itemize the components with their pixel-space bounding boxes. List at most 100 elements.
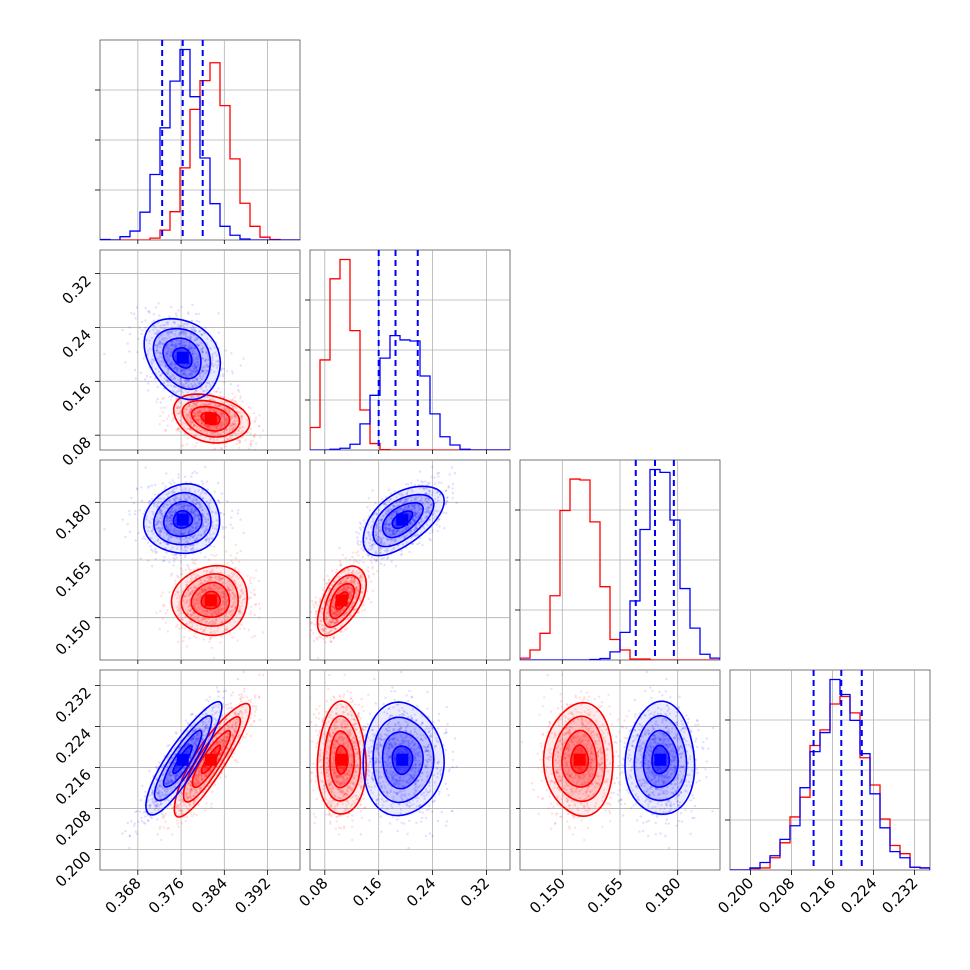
sample-point bbox=[213, 447, 217, 450]
sample-point bbox=[133, 368, 137, 372]
sample-point bbox=[187, 427, 190, 430]
sample-point bbox=[221, 592, 224, 595]
sample-point bbox=[156, 505, 160, 508]
sample-point bbox=[427, 507, 430, 510]
sample-point bbox=[347, 571, 350, 574]
sample-point bbox=[191, 511, 195, 514]
sample-point bbox=[165, 378, 168, 381]
sample-point bbox=[194, 513, 197, 516]
sample-point bbox=[338, 609, 342, 612]
sample-point bbox=[218, 576, 221, 580]
sample-point bbox=[202, 608, 205, 612]
sample-point bbox=[187, 384, 190, 387]
sample-point bbox=[150, 548, 153, 551]
sample-point bbox=[335, 609, 339, 613]
sample-point bbox=[220, 418, 224, 421]
sample-point bbox=[200, 348, 203, 351]
sample-point bbox=[166, 358, 169, 362]
sample-point bbox=[193, 402, 197, 406]
sample-point bbox=[209, 571, 212, 574]
sample-point bbox=[333, 596, 336, 599]
sample-point bbox=[325, 583, 329, 586]
sample-point bbox=[213, 426, 217, 429]
sample-point bbox=[392, 511, 396, 514]
sample-point bbox=[202, 629, 205, 632]
sample-point bbox=[212, 409, 215, 413]
sample-point bbox=[206, 355, 210, 359]
sample-point bbox=[379, 562, 383, 565]
sample-point bbox=[211, 520, 214, 524]
sample-point bbox=[189, 544, 192, 547]
sample-point bbox=[197, 515, 200, 519]
sample-point bbox=[336, 618, 339, 622]
sample-point bbox=[187, 609, 190, 612]
sample-point bbox=[141, 537, 144, 540]
sample-point bbox=[328, 600, 331, 603]
sample-point bbox=[246, 574, 249, 578]
sample-point bbox=[194, 415, 198, 419]
sample-point bbox=[186, 416, 189, 419]
sample-point bbox=[160, 500, 164, 504]
sample-point bbox=[204, 371, 208, 374]
sample-point bbox=[192, 327, 196, 330]
sample-point bbox=[329, 620, 332, 624]
sample-point bbox=[190, 347, 193, 351]
sample-point bbox=[240, 430, 244, 433]
sample-point bbox=[368, 576, 371, 579]
sample-point bbox=[347, 609, 351, 612]
sample-point bbox=[188, 497, 192, 501]
sample-point bbox=[177, 532, 181, 535]
sample-point bbox=[204, 589, 208, 592]
sample-point bbox=[241, 599, 245, 602]
sample-point bbox=[163, 559, 166, 562]
sample-point bbox=[191, 590, 194, 593]
sample-point bbox=[213, 622, 216, 625]
sample-point bbox=[128, 326, 131, 329]
sample-point bbox=[335, 571, 338, 574]
sample-point bbox=[205, 395, 208, 398]
sample-point bbox=[194, 607, 197, 610]
sample-point bbox=[339, 630, 342, 634]
sample-point bbox=[241, 400, 244, 403]
sample-point bbox=[354, 587, 357, 591]
sample-point bbox=[318, 597, 322, 600]
sample-point bbox=[160, 520, 163, 524]
sample-point bbox=[400, 531, 403, 535]
sample-point bbox=[334, 627, 337, 631]
sample-point bbox=[340, 609, 343, 612]
sample-point bbox=[183, 341, 186, 344]
sample-point bbox=[207, 540, 211, 544]
sample-point bbox=[158, 343, 162, 346]
sample-point bbox=[346, 577, 349, 580]
sample-point bbox=[216, 359, 220, 363]
sample-point bbox=[194, 336, 198, 339]
sample-point bbox=[224, 428, 227, 431]
sample-point bbox=[204, 621, 207, 624]
sample-point bbox=[161, 523, 164, 526]
sample-point bbox=[310, 629, 313, 632]
sample-point bbox=[215, 360, 218, 363]
sample-point bbox=[175, 345, 178, 348]
sample-point bbox=[169, 361, 172, 364]
sample-point bbox=[188, 593, 191, 596]
sample-point bbox=[240, 420, 243, 424]
sample-point bbox=[214, 623, 217, 626]
sample-point bbox=[220, 607, 223, 610]
sample-point bbox=[211, 524, 214, 527]
sample-point bbox=[420, 480, 423, 483]
sample-point bbox=[173, 321, 176, 325]
sample-point bbox=[206, 426, 210, 430]
sample-point bbox=[325, 615, 328, 619]
sample-point bbox=[180, 532, 183, 535]
sample-point bbox=[182, 323, 185, 326]
sample-point bbox=[139, 371, 143, 374]
sample-point bbox=[158, 360, 161, 363]
sample-point bbox=[230, 576, 233, 579]
sample-point bbox=[205, 572, 208, 575]
sample-point bbox=[355, 551, 358, 555]
sample-point bbox=[401, 499, 404, 502]
sample-point bbox=[170, 326, 174, 329]
sample-point bbox=[353, 580, 356, 584]
sample-point bbox=[213, 610, 217, 613]
sample-point bbox=[207, 424, 211, 428]
